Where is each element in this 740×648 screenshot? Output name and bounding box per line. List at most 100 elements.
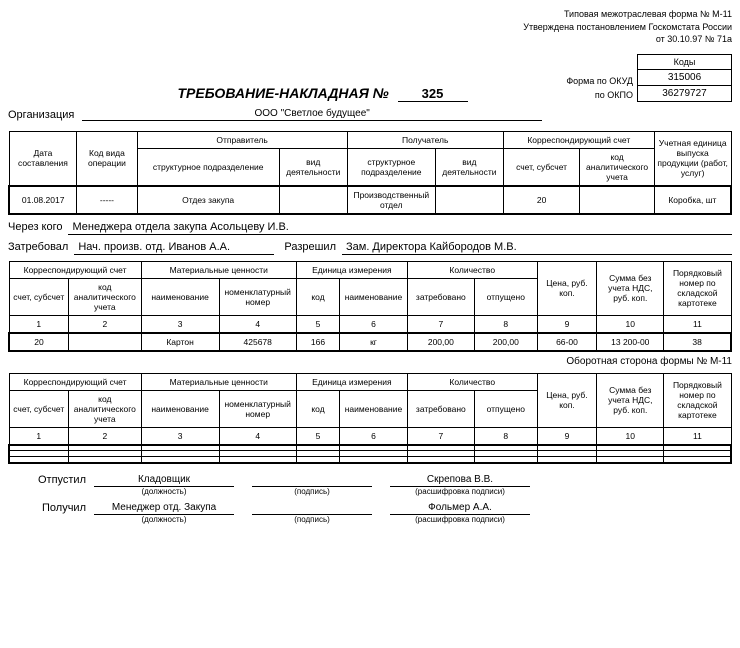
items-table: Корреспондирующий счет Материальные ценн… <box>8 261 732 352</box>
d-rel: 200,00 <box>474 333 537 351</box>
n8: 8 <box>474 315 537 333</box>
g-meas: Единица измерения <box>296 261 407 278</box>
n3: 3 <box>141 315 219 333</box>
n10: 10 <box>597 315 664 333</box>
g2-meas: Единица измерения <box>296 373 407 390</box>
h3-price: Цена, руб. коп. <box>537 373 597 427</box>
r-op: ----- <box>77 186 137 214</box>
okpo-label: по ОКПО <box>547 88 637 102</box>
h2-nom: номенклатурный номер <box>219 278 296 315</box>
m11: 11 <box>664 427 731 445</box>
d-sum: 13 200-00 <box>597 333 664 351</box>
r-date: 01.08.2017 <box>9 186 77 214</box>
h2-rel: отпущено <box>474 278 537 315</box>
r-sp2: Производственный отдел <box>347 186 435 214</box>
pos1: Кладовщик <box>94 474 234 487</box>
m9: 9 <box>537 427 597 445</box>
released-label: Отпустил <box>28 474 86 486</box>
r-act <box>279 186 347 214</box>
h-date: Дата составления <box>9 131 77 186</box>
d-nom: 425678 <box>219 333 296 351</box>
h2-card: Порядковый номер по складской картотеке <box>664 261 731 315</box>
h2-name: наименование <box>141 278 219 315</box>
d-mname: кг <box>340 333 408 351</box>
h3-rel: отпущено <box>474 390 537 427</box>
n9: 9 <box>537 315 597 333</box>
h-receiver: Получатель <box>347 131 503 148</box>
d-an <box>69 333 142 351</box>
r-acct: 20 <box>503 186 580 214</box>
sign1 <box>252 474 372 487</box>
h-sp: структурное подразделение <box>137 148 279 186</box>
h3-req: затребовано <box>407 390 474 427</box>
g-corr: Корреспондирующий счет <box>9 261 141 278</box>
r-sp: Отдез закупа <box>137 186 279 214</box>
h-acct: счет, субсчет <box>503 148 580 186</box>
h3-acct: счет, субсчет <box>9 390 69 427</box>
okud-label: Форма по ОКУД <box>547 74 637 88</box>
d-acct: 20 <box>9 333 69 351</box>
r-act2 <box>435 186 503 214</box>
h3-nom: номенклатурный номер <box>219 390 296 427</box>
signatures: Отпустил Кладовщик (должность) Получил М… <box>8 474 732 524</box>
m7: 7 <box>407 427 474 445</box>
codes-labels: Форма по ОКУД по ОКПО <box>547 58 637 102</box>
g2-qty: Количество <box>407 373 537 390</box>
h-unit: Учетная единица выпуска продукции (работ… <box>654 131 731 186</box>
note-1: Типовая межотраслевая форма № М-11 <box>8 8 732 21</box>
doc-title: ТРЕБОВАНИЕ-НАКЛАДНАЯ № <box>177 85 388 101</box>
n4: 4 <box>219 315 296 333</box>
m6: 6 <box>340 427 408 445</box>
n7: 7 <box>407 315 474 333</box>
d-price: 66-00 <box>537 333 597 351</box>
n2: 2 <box>69 315 142 333</box>
note-3: от 30.10.97 № 71а <box>8 33 732 46</box>
n6: 6 <box>340 315 408 333</box>
h2-price: Цена, руб. коп. <box>537 261 597 315</box>
h-sender: Отправитель <box>137 131 347 148</box>
d-req: 200,00 <box>407 333 474 351</box>
g2-mat: Материальные ценности <box>141 373 296 390</box>
m1: 1 <box>9 427 69 445</box>
h-sp2: структурное подразделение <box>347 148 435 186</box>
through-value: Менеджера отдела закупа Асольцеву И.В. <box>68 221 732 235</box>
sign-cap2: (подпись) <box>252 515 372 524</box>
name2: Фольмер А.А. <box>390 502 530 515</box>
req-value: Нач. произв. отд. Иванов А.А. <box>74 241 274 255</box>
h2-sum: Сумма без учета НДС, руб. коп. <box>597 261 664 315</box>
g-qty: Количество <box>407 261 537 278</box>
allow-value: Зам. Директора Кайбородов М.В. <box>342 241 732 255</box>
g2-corr: Корреспондирующий счет <box>9 373 141 390</box>
m5: 5 <box>296 427 339 445</box>
h2-req: затребовано <box>407 278 474 315</box>
h-act2: вид деятельности <box>435 148 503 186</box>
h-act: вид деятельности <box>279 148 347 186</box>
h3-code: код <box>296 390 339 427</box>
h3-an: код аналитического учета <box>69 390 142 427</box>
doc-number: 325 <box>398 86 468 102</box>
req-label: Затребовал <box>8 241 68 253</box>
h-op: Код вида операции <box>77 131 137 186</box>
codes-header: Коды <box>638 55 731 70</box>
d-name: Картон <box>141 333 219 351</box>
n1: 1 <box>9 315 69 333</box>
h3-mname: наименование <box>340 390 408 427</box>
codes-box: Коды 315006 36279727 <box>637 54 732 102</box>
org-value: ООО "Светлое будущее" <box>82 108 542 121</box>
pos-cap1: (должность) <box>94 487 234 496</box>
n11: 11 <box>664 315 731 333</box>
n5: 5 <box>296 315 339 333</box>
m2: 2 <box>69 427 142 445</box>
name-cap1: (расшифровка подписи) <box>390 487 530 496</box>
d-code: 166 <box>296 333 339 351</box>
m3: 3 <box>141 427 219 445</box>
header-table: Дата составления Код вида операции Отпра… <box>8 131 732 215</box>
sign-cap1: (подпись) <box>252 487 372 496</box>
allow-label: Разрешил <box>284 241 336 253</box>
m10: 10 <box>597 427 664 445</box>
org-label: Организация <box>8 109 74 121</box>
h3-sum: Сумма без учета НДС, руб. коп. <box>597 373 664 427</box>
m4: 4 <box>219 427 296 445</box>
r-an <box>580 186 654 214</box>
items-table-2: Корреспондирующий счет Материальные ценн… <box>8 373 732 464</box>
